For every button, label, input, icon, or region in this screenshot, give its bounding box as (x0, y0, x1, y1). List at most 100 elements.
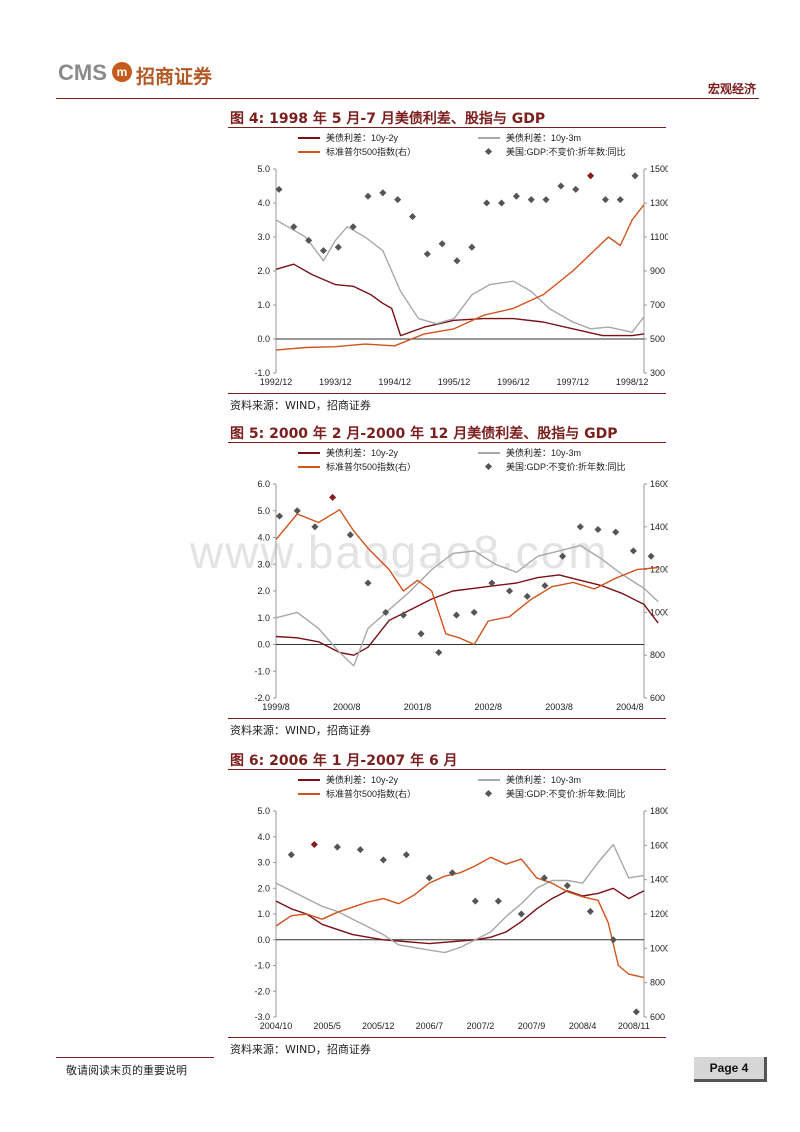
series-line (275, 544, 659, 667)
gdp-point (527, 196, 535, 204)
legend-label: 美债利差：10y-2y (326, 774, 399, 785)
gdp-point (349, 223, 357, 231)
legend-label: 美国:GDP:不变价:折年数:同比 (506, 461, 626, 472)
y2-tick-label: 1800 (650, 806, 668, 816)
gdp-point (435, 648, 443, 657)
x-tick-label: 2007/2 (467, 1021, 495, 1031)
legend-label: 美债利差：10y-3m (506, 132, 581, 143)
y-tick-label: -1.0 (254, 368, 270, 378)
y-tick-label: -3.0 (254, 1012, 270, 1022)
x-tick-label: 2002/8 (475, 702, 503, 712)
gdp-point (394, 196, 402, 204)
gdp-point (379, 856, 387, 864)
page-number: Page 4 (694, 1057, 767, 1082)
gdp-point (417, 630, 425, 638)
gdp-point (319, 247, 328, 255)
gdp-point (346, 531, 354, 539)
gdp-point (647, 552, 655, 560)
series-line (275, 843, 645, 954)
gdp-point (356, 846, 364, 854)
gdp-point (559, 552, 567, 560)
brand-name: 招商证券 (136, 66, 213, 88)
figure-6-chart: 美债利差：10y-2y 美债利差：10y-3m 标准普尔500指数(右） 美国:GDP… (254, 774, 668, 1031)
gdp-point (438, 240, 446, 248)
figure-6-title: 图 6: 2006 年 1 月-2007 年 6 月 (230, 753, 458, 769)
gdp-point (494, 897, 502, 905)
figure-6-rule (228, 769, 666, 770)
figure-5-source: 资料来源：WIND，招商证券 (230, 724, 371, 737)
gdp-point (541, 582, 549, 590)
y-tick-label: 0.0 (257, 334, 270, 344)
figure-5-rule (228, 442, 666, 443)
y2-tick-label: 600 (650, 693, 665, 703)
y2-tick-label: 800 (650, 650, 665, 660)
watermark: www.baogao8.com (190, 526, 609, 578)
figure-4-chart: 美债利差：10y-2y 美债利差：10y-3m 标准普尔500指数(右） 美国:GDP… (254, 132, 668, 387)
y-tick-label: 3.0 (257, 559, 270, 569)
y-tick-label: 5.0 (257, 164, 270, 174)
x-tick-label: 2001/8 (404, 702, 432, 712)
y2-tick-label: 1400 (650, 875, 668, 885)
gdp-point (311, 523, 319, 531)
y2-tick-label: 900 (650, 266, 665, 276)
y-tick-label: 1.0 (257, 909, 270, 919)
gdp-point (629, 547, 637, 555)
gdp-point (587, 172, 595, 180)
y-tick-label: -1.0 (254, 666, 270, 676)
y-tick-label: 1.0 (257, 300, 270, 310)
legend-label: 标准普尔500指数(右） (326, 788, 416, 799)
y2-tick-label: 1600 (650, 840, 668, 850)
y-tick-label: 3.0 (257, 232, 270, 242)
y-tick-label: 2.0 (257, 586, 270, 596)
x-tick-label: 1998/12 (616, 377, 649, 387)
y-tick-label: -2.0 (254, 693, 270, 703)
figure-4-title: 图 4: 1998 年 5 月-7 月美债利差、股指与 GDP (230, 111, 546, 127)
y2-tick-label: 1300 (650, 198, 668, 208)
series-line (275, 508, 659, 646)
series-line (275, 887, 645, 945)
y2-tick-label: 1500 (650, 164, 668, 174)
y2-tick-label: 1000 (650, 607, 668, 617)
y2-tick-label: 600 (650, 1012, 665, 1022)
series-line (275, 204, 645, 351)
y-tick-label: 4.0 (257, 832, 270, 842)
gdp-point (399, 611, 407, 619)
y-tick-label: 2.0 (257, 266, 270, 276)
gdp-point (631, 172, 639, 180)
x-tick-label: 1993/12 (319, 377, 352, 387)
gdp-point (275, 185, 283, 193)
gdp-point (576, 523, 584, 531)
y2-tick-label: 1200 (650, 565, 668, 575)
gdp-point (408, 213, 417, 221)
gdp-point (453, 257, 461, 265)
gdp-point (586, 907, 594, 915)
x-tick-label: 2000/8 (333, 702, 361, 712)
x-tick-label: 1992/12 (260, 377, 293, 387)
gdp-point (276, 512, 284, 520)
figure-4-rule (228, 127, 666, 128)
gdp-point (379, 189, 387, 197)
legend-label: 美债利差：10y-2y (326, 132, 399, 143)
gdp-point (498, 199, 506, 207)
gdp-point (572, 185, 580, 193)
footer-divider (56, 1057, 214, 1058)
gdp-point (542, 196, 550, 204)
legend-marker (484, 462, 493, 471)
gdp-point (364, 192, 372, 200)
legend-label: 美国:GDP:不变价:折年数:同比 (506, 788, 626, 799)
x-tick-label: 2007/9 (518, 1021, 546, 1031)
gdp-point (423, 250, 431, 258)
y-tick-label: -2.0 (254, 986, 270, 996)
y-tick-label: 6.0 (257, 479, 270, 489)
brand-logo-mark: m (112, 62, 132, 82)
y-tick-label: 2.0 (257, 883, 270, 893)
brand-logo-text: CMS (58, 60, 107, 85)
gdp-point (523, 592, 531, 600)
gdp-point (334, 243, 342, 251)
y-tick-label: 4.0 (257, 198, 270, 208)
y-tick-label: 5.0 (257, 806, 270, 816)
figure-5-chart: 美债利差：10y-2y 美债利差：10y-3m 标准普尔500指数(右） 美国:GDP… (254, 447, 668, 712)
gdp-point (364, 579, 372, 587)
x-tick-label: 1999/8 (262, 702, 290, 712)
gdp-point (594, 525, 602, 534)
